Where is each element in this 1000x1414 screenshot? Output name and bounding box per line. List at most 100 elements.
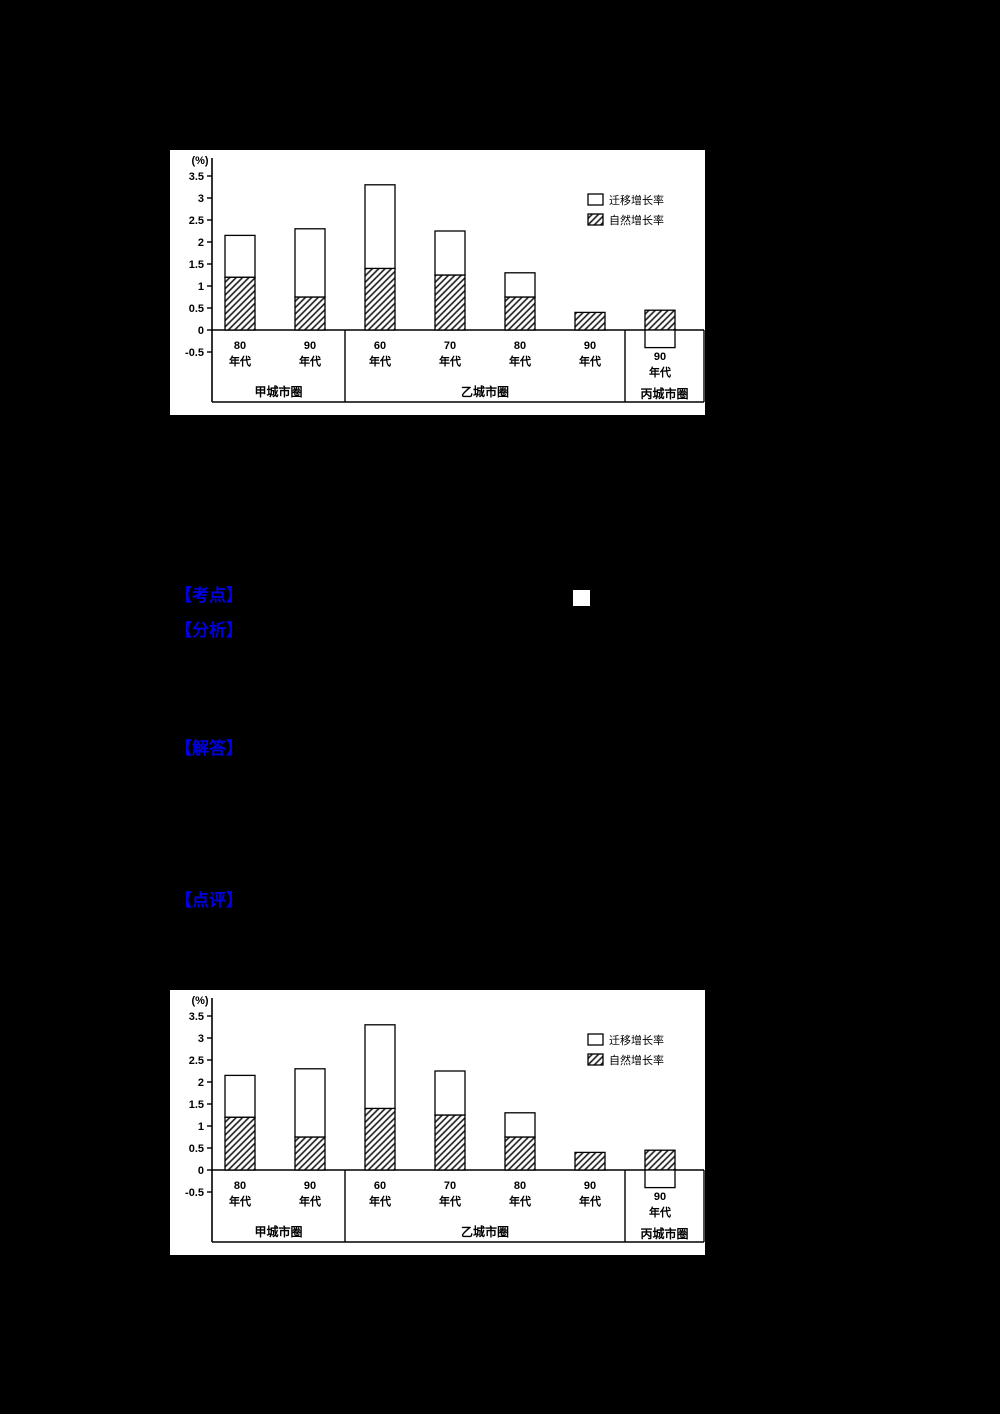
legend-label: 迁移增长率 (609, 193, 664, 207)
legend-swatch-white (587, 193, 604, 206)
bar-natural-growth (644, 309, 676, 331)
population-growth-chart-bottom: 3.5 3 2.5 2 1.5 1 0.5 0 -0.5 (%) 80 年代 90 年代 60 年代 70 年代 8… (170, 990, 705, 1255)
section-header-answer: 【解答】 (175, 739, 243, 758)
y-tick-label: 1.5 (189, 259, 204, 271)
population-growth-chart-top: 3.5 3 2.5 2 1.5 1 0.5 0 -0.5 (%) 80 年代 90 年代 60 年代 70 年代 8… (170, 150, 705, 415)
bar-natural-growth (434, 274, 466, 331)
bar-natural-growth (504, 296, 536, 331)
bar-natural-growth (574, 1151, 606, 1171)
bar-natural-growth (644, 1149, 676, 1171)
category-suffix-label: 年代 (579, 1194, 601, 1208)
legend-label: 自然增长率 (609, 213, 664, 227)
category-decade-label: 90 (584, 340, 596, 352)
bar-migration-growth-negative (644, 1169, 676, 1189)
category-decade-label: 60 (374, 340, 386, 352)
y-tick-label: 1.5 (189, 1099, 204, 1111)
legend-swatch-hatched (587, 213, 604, 226)
stacked-bar-chart: 3.5 3 2.5 2 1.5 1 0.5 0 -0.5 (%) 80 年代 90 年代 60 年代 70 年代 8… (185, 155, 705, 403)
category-suffix-label: 年代 (369, 354, 391, 368)
category-decade-label: 80 (514, 1180, 526, 1192)
category-suffix-label: 年代 (439, 354, 461, 368)
group-label: 甲城市圈 (254, 1224, 302, 1239)
white-square-icon (573, 590, 590, 606)
section-header-comment: 【点评】 (175, 891, 243, 910)
bar-migration-growth (504, 1112, 536, 1138)
category-suffix-label: 年代 (509, 354, 531, 368)
bar-migration-growth (224, 234, 256, 278)
section-row-examined-points: 【考点】 (175, 584, 243, 608)
bar-migration-growth (364, 1024, 396, 1110)
y-tick-label: 0 (198, 1165, 204, 1177)
section-row-analysis: 【分析】 (175, 619, 243, 643)
bar-migration-growth (504, 272, 536, 298)
bar-migration-growth (294, 1068, 326, 1138)
y-tick-label: 2.5 (189, 215, 204, 227)
category-suffix-label: 年代 (369, 1194, 391, 1208)
legend-label: 迁移增长率 (609, 1033, 664, 1047)
group-label: 甲城市圈 (254, 384, 302, 399)
category-decade-label: 80 (514, 340, 526, 352)
category-suffix-label: 年代 (579, 354, 601, 368)
section-row-answer: 【解答】 (175, 737, 243, 761)
group-label: 乙城市圈 (461, 384, 509, 399)
y-tick-label: -0.5 (185, 347, 204, 359)
y-tick-label: 3 (198, 1033, 204, 1045)
category-decade-label: 90 (304, 1180, 316, 1192)
bar-natural-growth (574, 311, 606, 331)
bar-migration-growth (434, 1070, 466, 1116)
category-suffix-label: 年代 (229, 354, 251, 368)
bar-migration-growth (434, 230, 466, 276)
y-tick-label: 2.5 (189, 1055, 204, 1067)
category-decade-label: 80 (234, 1180, 246, 1192)
y-tick-label: -0.5 (185, 1187, 204, 1199)
y-axis-unit-label: (%) (191, 155, 208, 167)
y-tick-label: 0.5 (189, 303, 204, 315)
y-tick-label: 3.5 (189, 1011, 204, 1023)
section-header-analysis: 【分析】 (175, 621, 243, 640)
group-label: 丙城市圈 (640, 1226, 688, 1241)
bar-natural-growth (504, 1136, 536, 1171)
category-decade-label: 70 (444, 1180, 456, 1192)
bar-natural-growth (364, 267, 396, 331)
category-suffix-label: 年代 (649, 365, 671, 379)
category-decade-label: 60 (374, 1180, 386, 1192)
category-suffix-label: 年代 (649, 1205, 671, 1219)
bar-natural-growth (294, 296, 326, 331)
section-row-comment: 【点评】 (175, 889, 243, 913)
bar-natural-growth (294, 1136, 326, 1171)
y-axis-unit-label: (%) (191, 995, 208, 1007)
category-suffix-label: 年代 (299, 1194, 321, 1208)
y-tick-label: 2 (198, 1077, 204, 1089)
stacked-bar-chart: 3.5 3 2.5 2 1.5 1 0.5 0 -0.5 (%) 80 年代 90 年代 60 年代 70 年代 8… (185, 995, 705, 1243)
category-decade-label: 90 (654, 351, 666, 363)
category-decade-label: 90 (654, 1191, 666, 1203)
category-decade-label: 80 (234, 340, 246, 352)
group-label: 乙城市圈 (461, 1224, 509, 1239)
category-decade-label: 70 (444, 340, 456, 352)
category-decade-label: 90 (584, 1180, 596, 1192)
y-tick-label: 0.5 (189, 1143, 204, 1155)
y-tick-label: 3.5 (189, 171, 204, 183)
y-tick-label: 1 (198, 281, 204, 293)
y-tick-label: 3 (198, 193, 204, 205)
bar-natural-growth (434, 1114, 466, 1171)
bar-natural-growth (224, 276, 256, 331)
bar-natural-growth (224, 1116, 256, 1171)
section-header-examined-points: 【考点】 (175, 586, 243, 605)
category-suffix-label: 年代 (299, 354, 321, 368)
legend-label: 自然增长率 (609, 1053, 664, 1067)
category-suffix-label: 年代 (509, 1194, 531, 1208)
bar-migration-growth-negative (644, 329, 676, 349)
legend-swatch-white (587, 1033, 604, 1046)
y-tick-label: 2 (198, 237, 204, 249)
category-suffix-label: 年代 (439, 1194, 461, 1208)
group-label: 丙城市圈 (640, 386, 688, 401)
bar-migration-growth (224, 1074, 256, 1118)
y-tick-label: 0 (198, 325, 204, 337)
bar-migration-growth (364, 184, 396, 270)
bar-migration-growth (294, 228, 326, 298)
category-decade-label: 90 (304, 340, 316, 352)
legend-swatch-hatched (587, 1053, 604, 1066)
y-tick-label: 1 (198, 1121, 204, 1133)
